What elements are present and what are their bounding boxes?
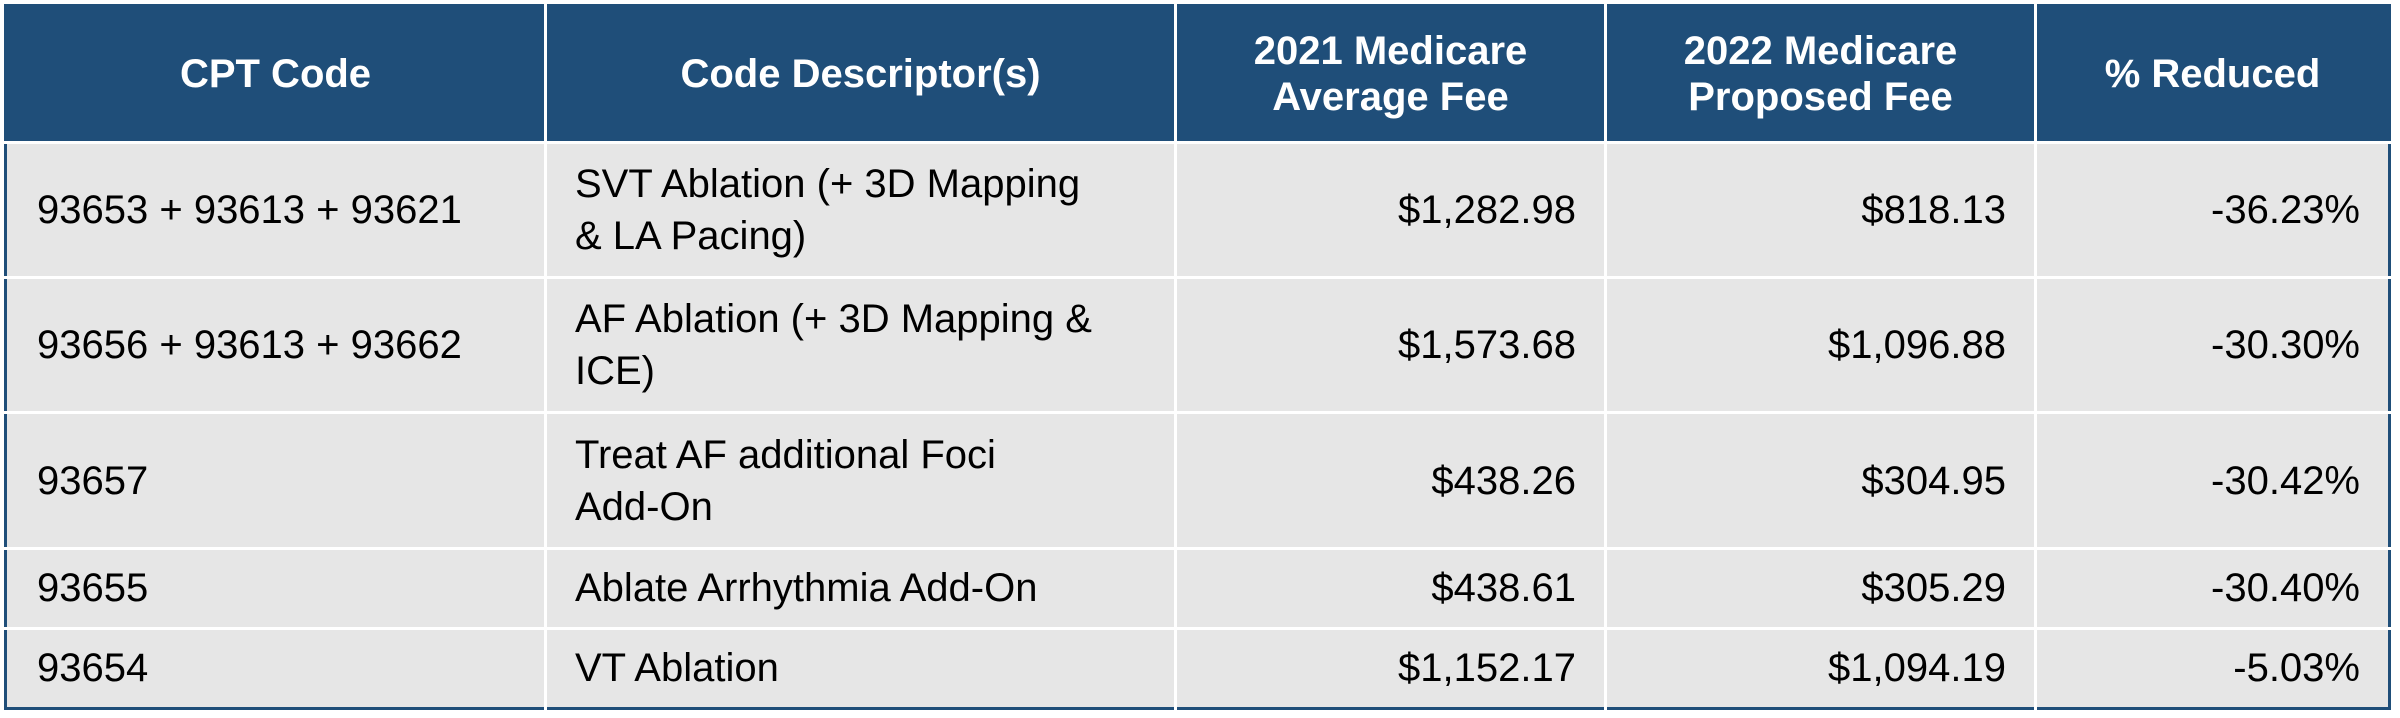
fee-2021-cell: $1,573.68 [1175,276,1607,413]
reduced-cell: -30.30% [2035,276,2390,413]
fee-2022-cell: $305.29 [1605,546,2037,629]
cpt-code-cell: 93654 [5,626,547,709]
cpt-code-cell: 93657 [5,411,547,549]
descriptor-cell: Ablate Arrhythmia Add-On [545,546,1177,629]
cpt-code-cell: 93656 + 93613 + 93662 [5,276,547,413]
header-cpt-code: CPT Code [5,5,547,143]
reduced-cell: -30.42% [2035,411,2390,549]
fee-2022-cell: $1,096.88 [1605,276,2037,413]
header-code-descriptor: Code Descriptor(s) [545,5,1177,143]
descriptor-cell: Treat AF additional Foci Add-On [545,411,1177,549]
fee-2022-cell: $818.13 [1605,140,2037,278]
descriptor-cell: AF Ablation (+ 3D Mapping & ICE) [545,276,1177,413]
fee-2021-cell: $1,282.98 [1175,140,1607,278]
table-row: 93656 + 93613 + 93662 AF Ablation (+ 3D … [5,276,2390,413]
cpt-code-cell: 93655 [5,546,547,629]
table-row: 93657 Treat AF additional Foci Add-On $4… [5,411,2390,549]
fee-2021-cell: $1,152.17 [1175,626,1607,709]
header-percent-reduced: % Reduced [2035,5,2390,143]
reduced-cell: -30.40% [2035,546,2390,629]
descriptor-cell: SVT Ablation (+ 3D Mapping & LA Pacing) [545,140,1177,278]
reduced-cell: -5.03% [2035,626,2390,709]
medicare-fee-table: CPT Code Code Descriptor(s) 2021 Medicar… [4,4,2391,710]
fee-2021-cell: $438.61 [1175,546,1607,629]
descriptor-cell: VT Ablation [545,626,1177,709]
header-2022-fee: 2022 Medicare Proposed Fee [1605,5,2037,143]
fee-2021-cell: $438.26 [1175,411,1607,549]
table-row: 93655 Ablate Arrhythmia Add-On $438.61 $… [5,546,2390,629]
table-row: 93654 VT Ablation $1,152.17 $1,094.19 -5… [5,626,2390,709]
header-2021-fee: 2021 Medicare Average Fee [1175,5,1607,143]
header-row: CPT Code Code Descriptor(s) 2021 Medicar… [5,5,2390,143]
fee-2022-cell: $304.95 [1605,411,2037,549]
table-row: 93653 + 93613 + 93621 SVT Ablation (+ 3D… [5,140,2390,278]
fee-2022-cell: $1,094.19 [1605,626,2037,709]
reduced-cell: -36.23% [2035,140,2390,278]
cpt-code-cell: 93653 + 93613 + 93621 [5,140,547,278]
